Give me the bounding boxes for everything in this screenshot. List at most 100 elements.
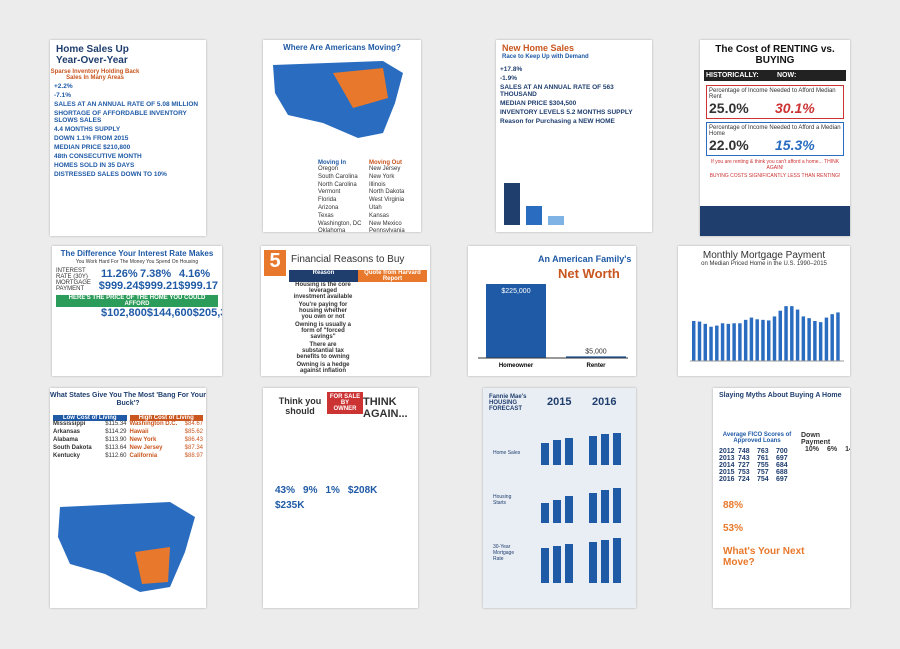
item: Home Sales xyxy=(493,450,521,456)
value: 30.1% xyxy=(775,100,815,116)
bar xyxy=(504,183,520,225)
table-row: 2014 727 755 684 xyxy=(719,462,795,469)
item: Kansas xyxy=(369,212,390,219)
cell: 748 xyxy=(738,448,750,455)
item: New Jersey xyxy=(129,444,163,451)
cell: 2013 xyxy=(719,455,735,462)
item: 88% xyxy=(723,500,744,511)
item: $235K xyxy=(275,500,305,511)
item: Alabama xyxy=(53,436,79,443)
bar xyxy=(784,306,788,361)
cell: 755 xyxy=(757,462,769,469)
bar xyxy=(553,500,561,523)
label: INTEREST RATE (30Y) xyxy=(56,267,88,280)
title: Net Worth xyxy=(558,266,620,281)
list: Mississippi Arkansas Alabama South Dakota Ke… xyxy=(53,421,105,460)
item: New Mexico xyxy=(369,220,402,227)
item: Oregon xyxy=(318,166,339,172)
card: The Difference Your Interest Rate Makes … xyxy=(52,246,222,376)
category-label: Renter xyxy=(586,363,606,369)
label: NOW: xyxy=(777,72,797,79)
item: Owning is a hedge against inflation xyxy=(296,362,350,374)
region xyxy=(333,67,388,108)
list: 88% 53% What's Your Next Move? xyxy=(719,498,839,580)
item: California xyxy=(129,452,158,459)
item: Florida xyxy=(318,197,337,204)
title: Slaying Myths About Buying A Home xyxy=(719,392,842,399)
cell: 2015 xyxy=(719,469,735,476)
item: Washington D.C. xyxy=(129,421,178,428)
forecast-bars xyxy=(541,433,621,583)
item: DISTRESSED SALES DOWN TO 10% xyxy=(54,171,167,178)
list: 10% 6% 14% xyxy=(801,444,850,455)
title: What States Give You The Most 'Bang For … xyxy=(50,392,206,407)
cell: 753 xyxy=(738,469,750,476)
bar xyxy=(565,544,573,583)
title: Think you should xyxy=(278,396,322,416)
value: 15.3% xyxy=(775,137,815,153)
card: Slaying Myths About Buying A Home Averag… xyxy=(713,388,850,608)
card: Fannie Mae's HOUSING FORECAST 2015 2016 H… xyxy=(483,388,636,608)
cell: 761 xyxy=(757,455,769,462)
cell: 2014 xyxy=(719,462,735,469)
bar xyxy=(541,443,549,465)
list: $115.34 $114.29 $113.90 $113.64 $112.60 xyxy=(105,421,126,460)
item: 11.26% xyxy=(101,267,138,280)
bar xyxy=(601,490,609,523)
bar xyxy=(601,540,609,583)
list: Oregon South Carolina North Carolina Vermon… xyxy=(318,166,366,232)
item: $88.97 xyxy=(184,452,203,459)
item: $114.29 xyxy=(105,429,127,436)
item: $113.90 xyxy=(105,436,127,443)
item: $999.17 xyxy=(178,279,218,292)
card: The Cost of RENTING vs. BUYING HISTORICA… xyxy=(700,40,850,236)
title: An American Family's xyxy=(538,254,632,264)
bar xyxy=(720,323,725,361)
item: $102,800 xyxy=(101,306,147,319)
item: MEDIAN PRICE $304,500 xyxy=(500,99,577,107)
card: Where Are Americans Moving? Moving In Or… xyxy=(263,40,421,232)
cell: 2016 xyxy=(719,476,735,483)
item: You're paying for housing whether you ow… xyxy=(298,302,348,320)
item: Owning is usually a form of "forced savi… xyxy=(294,322,351,340)
cell: 2012 xyxy=(719,448,735,455)
heading: Down Payment xyxy=(801,432,831,446)
title: The Cost of RENTING vs. BUYING xyxy=(715,44,835,66)
label: Percentage of Income Needed to Afford Me… xyxy=(709,88,836,100)
item: 4.16% xyxy=(179,267,211,280)
item: 9% xyxy=(303,485,318,496)
bar xyxy=(749,317,754,361)
list: 43% 9% 1% $208K $235K xyxy=(271,483,411,513)
map xyxy=(273,60,403,138)
item: 1% xyxy=(325,485,340,496)
heading: Moving In xyxy=(318,160,346,166)
item: SALES AT AN ANNUAL RATE OF 563 THOUSAND xyxy=(500,83,614,98)
category-label: Homeowner xyxy=(499,363,534,369)
table-row: 2016 724 754 697 xyxy=(719,476,795,483)
item: Utah xyxy=(369,204,382,211)
item: North Dakota xyxy=(369,189,405,196)
item: Vermont xyxy=(318,189,341,196)
heading: Moving Out xyxy=(369,160,402,166)
item: New York xyxy=(129,436,157,443)
bar xyxy=(565,496,573,523)
heading: Average FICO Scores of Approved Loans xyxy=(722,432,792,444)
item: North Carolina xyxy=(318,181,357,188)
list: 2015 2016 xyxy=(543,394,633,410)
bar xyxy=(715,325,719,361)
bar xyxy=(767,320,771,361)
table-row: 2012 748 763 700 xyxy=(719,448,795,455)
list: New Jersey New York Illinois North Dakota We… xyxy=(369,166,419,232)
subtitle: on Median Priced Home in the U.S. 1990–2… xyxy=(701,261,827,267)
cell: 727 xyxy=(738,462,750,469)
item: $112.60 xyxy=(105,452,127,459)
item: SALES AT AN ANNUAL RATE OF 5.08 MILLION xyxy=(54,101,199,108)
title: Fannie Mae's HOUSING FORECAST xyxy=(489,394,527,412)
bar xyxy=(830,314,834,361)
card: Think you should FOR SALE BY OWNER THINK… xyxy=(263,388,418,608)
bar xyxy=(697,321,702,361)
list: Housing is the core leveraged investment… xyxy=(289,280,357,376)
cell: 688 xyxy=(776,469,788,476)
cell: 763 xyxy=(757,448,769,455)
item: $115.34 xyxy=(105,421,127,428)
